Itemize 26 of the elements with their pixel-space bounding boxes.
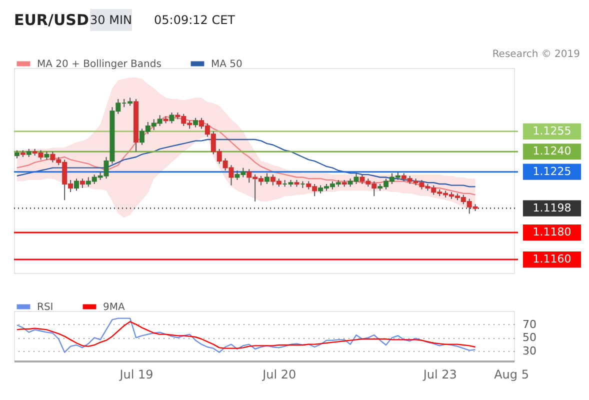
y-tick-label: 50	[522, 331, 536, 344]
x-tick-label: Jul 20	[262, 368, 296, 382]
ref-line-label: 1.1255	[532, 124, 572, 138]
ref-line-label: 1.1225	[532, 164, 572, 178]
y-tick-label: 70	[522, 318, 536, 331]
candlestick	[264, 172, 270, 184]
text: 05:09:12 CET	[154, 13, 236, 27]
legend-label: MA 20 + Bollinger Bands	[37, 58, 162, 70]
x-tick-label: Aug 5	[494, 368, 529, 382]
candlestick	[169, 112, 174, 124]
candlestick	[193, 117, 198, 128]
y-tick-label: 30	[522, 344, 536, 358]
ref-line-label: 1.1240	[532, 144, 572, 158]
ref-line-label: 1.1160	[532, 252, 572, 266]
candlestick	[80, 178, 85, 189]
legend-label: 9MA	[103, 302, 125, 313]
chart-subtitle: 30 MIN	[90, 13, 132, 27]
text: Research © 2019	[492, 49, 580, 60]
x-tick-label: Jul 19	[118, 368, 154, 382]
candlestick	[74, 178, 79, 192]
ref-line-label: 1.1198	[532, 201, 572, 214]
legend-label: RSI	[37, 302, 54, 313]
x-tick-label: Jul 23	[422, 368, 457, 382]
chart-title: EUR/USD	[14, 11, 89, 29]
legend-label: MA 50	[211, 58, 242, 70]
ref-line-label: 1.1180	[532, 226, 572, 239]
